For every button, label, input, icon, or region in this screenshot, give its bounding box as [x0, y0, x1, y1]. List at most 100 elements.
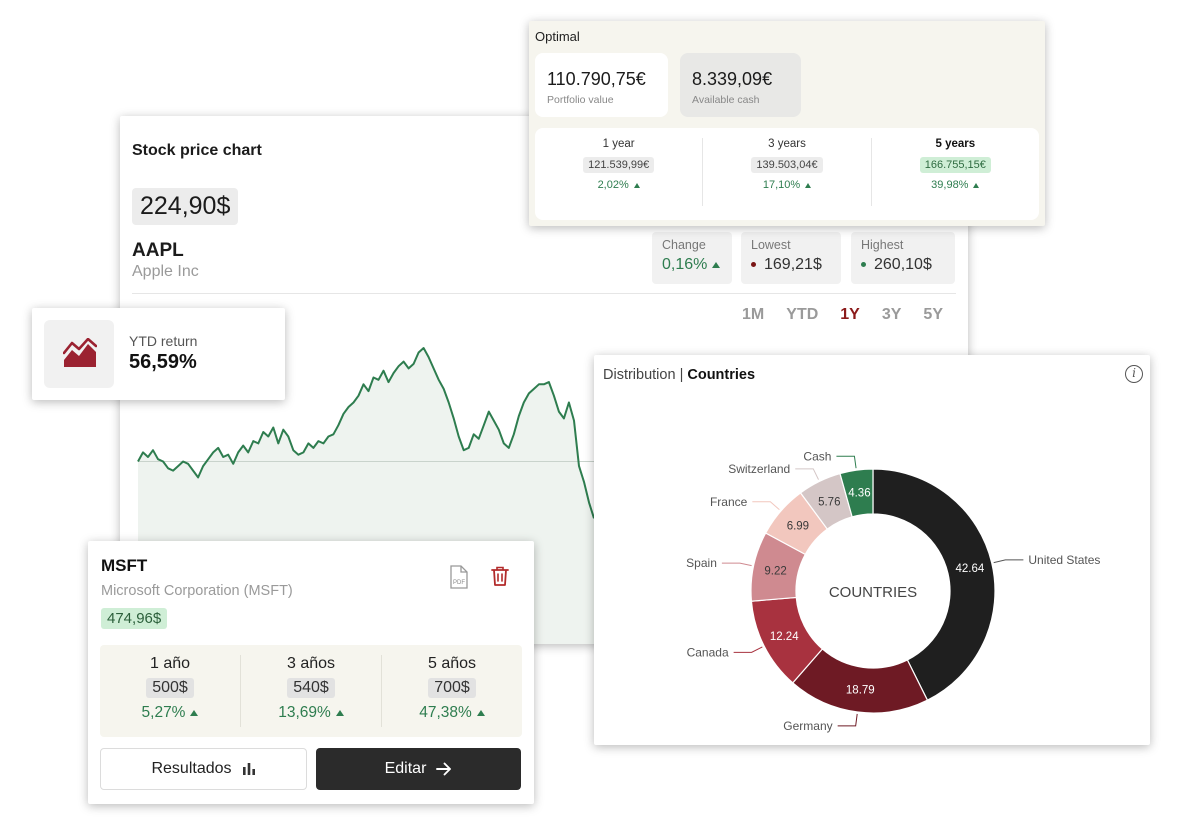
stock-ticker: AAPL	[132, 240, 184, 261]
legend-label-canada: Canada	[687, 645, 729, 659]
available-cash-label: Available cash	[692, 94, 760, 106]
slice-value-label: 9.22	[764, 566, 786, 578]
highest-stat: Highest 260,10$	[851, 232, 955, 284]
results-button[interactable]: Resultados	[100, 748, 307, 790]
available-cash-box: 8.339,09€ Available cash	[680, 53, 801, 117]
target-1-year: 1 año 500$ 5,27%	[100, 655, 241, 727]
ytd-return-label: YTD return	[129, 333, 198, 349]
arrow-right-icon	[436, 762, 452, 776]
trash-icon[interactable]	[490, 565, 510, 587]
msft-price-badge: 474,96$	[101, 608, 168, 629]
up-arrow-icon	[973, 182, 980, 188]
slice-value-label: 4.36	[848, 487, 870, 499]
edit-button[interactable]: Editar	[316, 748, 521, 790]
target-value: 540$	[287, 678, 335, 698]
target-pct: 5,27%	[100, 704, 240, 722]
optimal-portfolio-card: Optimal 110.790,75€ Portfolio value 8.33…	[529, 21, 1045, 226]
target-label: 3 años	[286, 655, 336, 672]
lowest-stat: Lowest 169,21$	[741, 232, 841, 284]
divider	[132, 293, 956, 294]
horizon-value: 139.503,04€	[751, 157, 823, 173]
change-value: 0,16%	[662, 256, 722, 274]
horizon-value: 121.539,99€	[583, 157, 655, 173]
horizon-value: 166.755,15€	[919, 157, 991, 173]
horizon-label: 1 year	[602, 138, 635, 150]
highest-label: Highest	[861, 238, 904, 252]
stock-company-name: Apple Inc	[132, 263, 199, 280]
distribution-title: Distribution | Countries	[603, 367, 756, 383]
up-arrow-icon	[190, 709, 199, 716]
target-3-years: 3 años 540$ 13,69%	[241, 655, 382, 727]
horizon-pct: 39,98%	[872, 179, 1039, 191]
slice-value-label: 6.99	[787, 521, 809, 533]
up-arrow-icon	[335, 709, 344, 716]
svg-text:PDF: PDF	[453, 580, 465, 586]
slice-value-label: 12.24	[770, 631, 799, 643]
legend-label-switzerland: Switzerland	[728, 462, 790, 476]
available-cash-value: 8.339,09€	[692, 69, 773, 89]
pdf-icon[interactable]: PDF	[448, 565, 470, 589]
horizon-label: 5 years	[935, 138, 976, 150]
ytd-return-card: YTD return 56,59%	[32, 308, 285, 400]
distribution-card: 42.64 United States 18.79 Germany 12.24 Canad…	[594, 355, 1150, 745]
countries-donut-chart: 42.64 United States 18.79 Germany 12.24 Canad…	[686, 449, 1100, 733]
msft-company-name: Microsoft Corporation (MSFT)	[101, 583, 293, 599]
ytd-return-value: 56,59%	[129, 351, 197, 373]
target-pct: 47,38%	[382, 704, 522, 722]
legend-label-germany: Germany	[783, 719, 832, 733]
leader-line	[836, 455, 857, 469]
horizon-3-years: 3 years 139.503,04€ 17,10%	[703, 138, 872, 206]
info-icon[interactable]: i	[1125, 365, 1143, 383]
legend-label-cash: Cash	[803, 449, 831, 463]
target-pct: 13,69%	[241, 704, 381, 722]
portfolio-value-label: Portfolio value	[547, 94, 614, 106]
donut-center-label: COUNTRIES	[829, 584, 917, 601]
msft-position-card: MSFT Microsoft Corporation (MSFT) 474,96…	[88, 541, 534, 804]
target-value: 700$	[428, 678, 476, 698]
up-arrow-icon	[805, 182, 812, 188]
leader-line	[837, 713, 858, 727]
horizon-1-year: 1 year 121.539,99€ 2,02%	[535, 138, 704, 206]
horizon-projections: 1 year 121.539,99€ 2,02% 3 years 139.503…	[535, 128, 1039, 220]
range-1m[interactable]: 1M	[742, 306, 765, 323]
leader-line	[795, 468, 819, 480]
range-3y[interactable]: 3Y	[881, 306, 902, 323]
optimal-title: Optimal	[535, 29, 580, 44]
legend-label-france: France	[710, 495, 748, 509]
slice-cash[interactable]	[839, 468, 874, 518]
lowest-value: 169,21$	[751, 256, 831, 274]
target-value: 500$	[146, 678, 194, 698]
horizon-label: 3 years	[768, 138, 806, 150]
range-ytd[interactable]: YTD	[786, 306, 819, 323]
bar-chart-icon	[242, 763, 255, 775]
ytd-icon-box	[44, 320, 114, 388]
up-arrow-icon	[712, 261, 721, 268]
range-selector: 1M YTD 1Y 3Y 5Y	[742, 306, 943, 324]
stock-current-price: 224,90$	[132, 188, 239, 225]
edit-button-label: Editar	[384, 760, 427, 777]
legend-label-united-states: United States	[1028, 553, 1100, 567]
legend-label-spain: Spain	[686, 556, 717, 570]
range-5y[interactable]: 5Y	[923, 306, 943, 323]
slice-value-label: 18.79	[846, 685, 875, 697]
up-arrow-icon	[476, 709, 485, 716]
target-label: 1 año	[149, 655, 191, 672]
area-chart-icon	[63, 338, 97, 367]
range-1y[interactable]: 1Y	[840, 306, 860, 323]
price-series-line	[137, 347, 595, 519]
leader-line	[721, 562, 752, 567]
leader-line	[733, 646, 763, 653]
results-button-label: Resultados	[151, 760, 232, 777]
target-label: 5 años	[427, 655, 477, 672]
slice-value-label: 42.64	[955, 563, 984, 575]
change-stat: Change 0,16%	[652, 232, 732, 284]
leader-line	[993, 559, 1024, 564]
slice-united-states[interactable]	[872, 468, 996, 701]
low-dot-icon	[751, 262, 756, 268]
lowest-label: Lowest	[751, 238, 791, 252]
msft-ticker: MSFT	[101, 556, 148, 575]
msft-targets: 1 año 500$ 5,27% 3 años 540$ 13,69% 5 añ…	[100, 645, 522, 737]
slice-value-label: 5.76	[818, 497, 840, 509]
horizon-pct: 2,02%	[535, 179, 702, 191]
stock-chart-title: Stock price chart	[132, 142, 262, 159]
